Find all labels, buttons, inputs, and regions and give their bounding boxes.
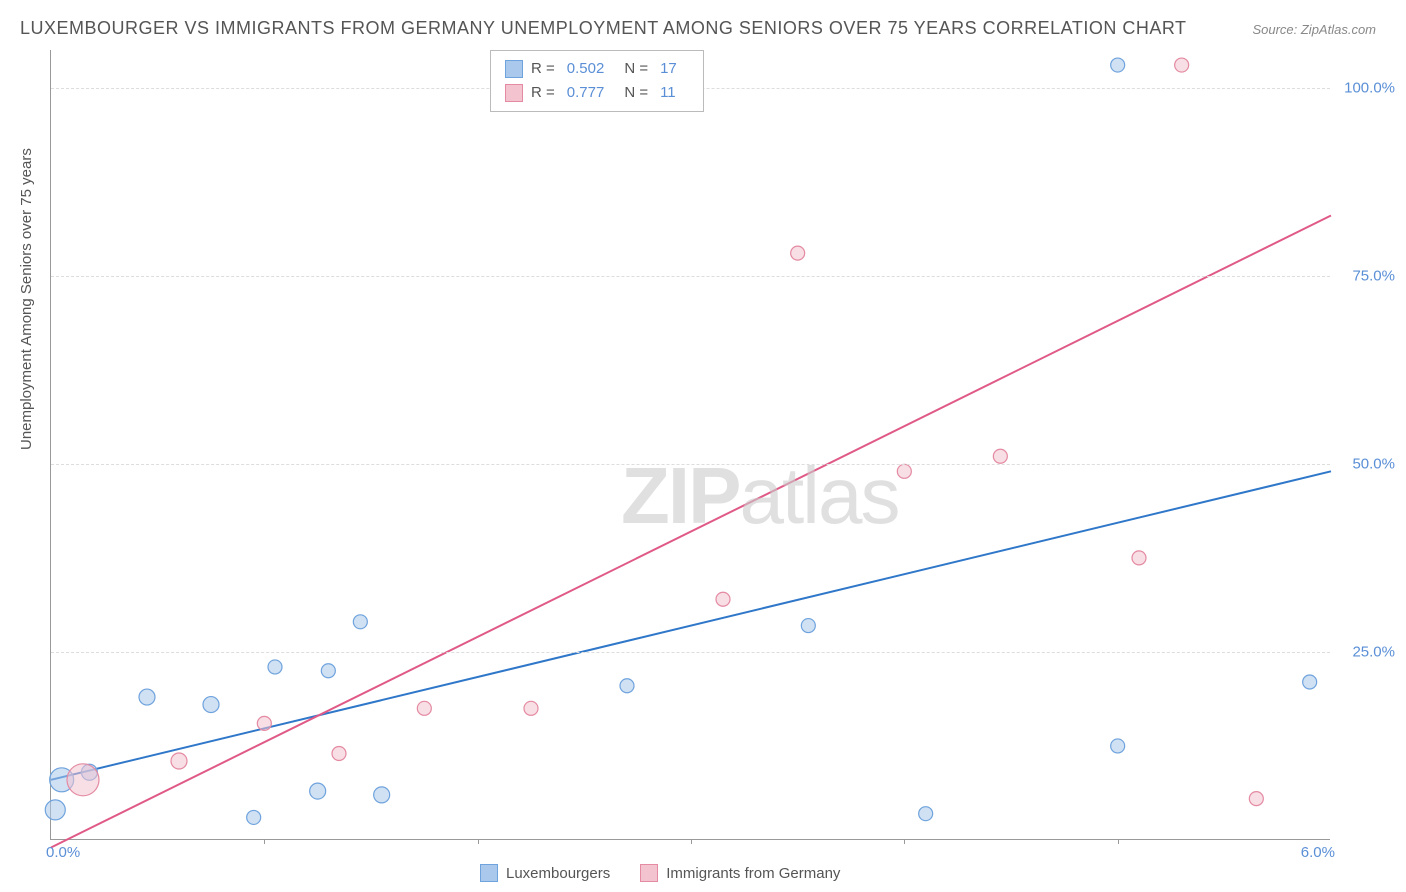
data-point — [620, 679, 634, 693]
data-point — [203, 697, 219, 713]
x-axis-tick-start: 0.0% — [46, 844, 80, 861]
y-axis-tick: 75.0% — [1352, 267, 1395, 284]
data-point — [1303, 675, 1317, 689]
x-axis-tick-mark — [904, 839, 905, 844]
data-point — [1132, 551, 1146, 565]
legend-n-value: 11 — [660, 81, 676, 105]
gridline — [51, 652, 1330, 653]
data-point — [247, 810, 261, 824]
y-axis-label: Unemployment Among Seniors over 75 years — [18, 148, 35, 450]
data-point — [1111, 739, 1125, 753]
legend-swatch — [505, 84, 523, 102]
legend-series-label: Immigrants from Germany — [666, 865, 840, 882]
legend-stat-row: R = 0.777 N = 11 — [505, 81, 689, 105]
legend-series-item: Luxembourgers — [480, 864, 610, 882]
data-point — [353, 615, 367, 629]
data-point — [321, 664, 335, 678]
legend-swatch — [480, 864, 498, 882]
data-point — [268, 660, 282, 674]
x-axis-tick-mark — [691, 839, 692, 844]
data-point — [897, 464, 911, 478]
legend-swatch — [505, 60, 523, 78]
chart-svg — [51, 50, 1330, 839]
gridline — [51, 276, 1330, 277]
trend-line — [51, 471, 1331, 779]
legend-series-label: Luxembourgers — [506, 865, 610, 882]
legend-r-label: R = — [531, 81, 555, 105]
legend-series: Luxembourgers Immigrants from Germany — [480, 864, 840, 882]
legend-n-label: N = — [624, 57, 648, 81]
data-point — [374, 787, 390, 803]
gridline — [51, 464, 1330, 465]
data-point — [310, 783, 326, 799]
x-axis-tick-mark — [478, 839, 479, 844]
trend-line — [51, 216, 1331, 848]
data-point — [716, 592, 730, 606]
data-point — [332, 746, 346, 760]
data-point — [993, 449, 1007, 463]
legend-r-value: 0.777 — [567, 81, 605, 105]
data-point — [257, 716, 271, 730]
data-point — [67, 764, 99, 796]
legend-n-value: 17 — [660, 57, 677, 81]
data-point — [1249, 792, 1263, 806]
data-point — [919, 807, 933, 821]
data-point — [45, 800, 65, 820]
legend-r-label: R = — [531, 57, 555, 81]
x-axis-tick-end: 6.0% — [1301, 844, 1335, 861]
source-label: Source: ZipAtlas.com — [1252, 22, 1376, 37]
data-point — [1111, 58, 1125, 72]
legend-stats: R = 0.502 N = 17 R = 0.777 N = 11 — [490, 50, 704, 112]
data-point — [417, 701, 431, 715]
data-point — [524, 701, 538, 715]
legend-r-value: 0.502 — [567, 57, 605, 81]
legend-swatch — [640, 864, 658, 882]
x-axis-tick-mark — [264, 839, 265, 844]
data-point — [1175, 58, 1189, 72]
plot-area: ZIPatlas 25.0%50.0%75.0%100.0% 0.0% 6.0% — [50, 50, 1330, 840]
legend-stat-row: R = 0.502 N = 17 — [505, 57, 689, 81]
legend-series-item: Immigrants from Germany — [640, 864, 840, 882]
x-axis-tick-mark — [1118, 839, 1119, 844]
y-axis-tick: 50.0% — [1352, 455, 1395, 472]
data-point — [801, 619, 815, 633]
data-point — [791, 246, 805, 260]
data-point — [171, 753, 187, 769]
chart-title: LUXEMBOURGER VS IMMIGRANTS FROM GERMANY … — [20, 18, 1187, 39]
y-axis-tick: 25.0% — [1352, 643, 1395, 660]
legend-n-label: N = — [624, 81, 648, 105]
data-point — [139, 689, 155, 705]
y-axis-tick: 100.0% — [1344, 79, 1395, 96]
